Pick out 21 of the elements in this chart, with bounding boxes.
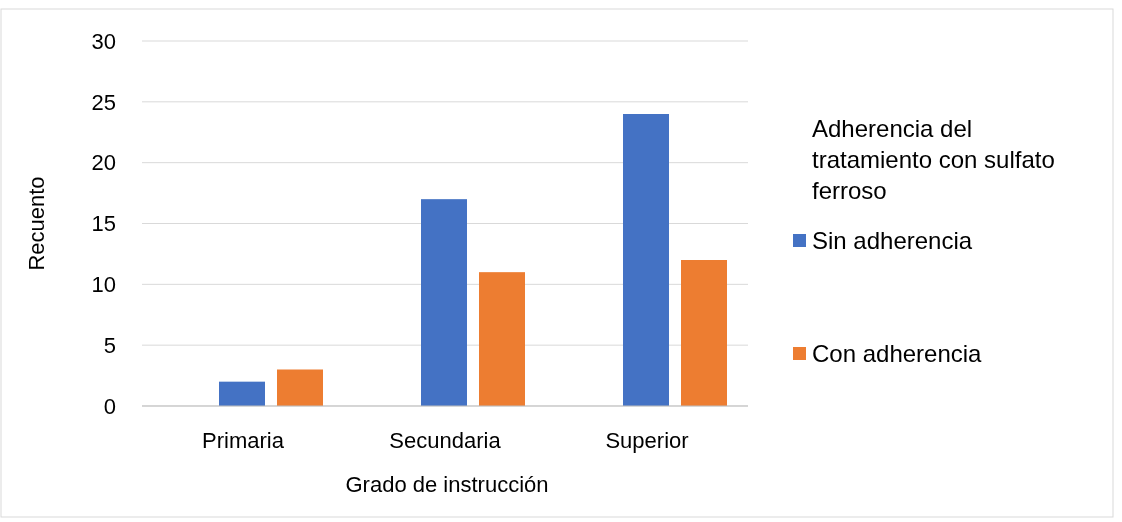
bar [219, 381, 265, 406]
bar [479, 272, 525, 406]
x-tick-label: Secundaria [389, 428, 502, 453]
legend-label: Con adherencia [812, 340, 983, 368]
y-tick-label: 10 [91, 272, 116, 298]
y-tick-label: 30 [91, 28, 116, 54]
y-tick-label: 20 [91, 150, 116, 176]
bar [421, 199, 467, 406]
legend-label: Sin adherencia [812, 227, 973, 255]
bar [623, 114, 669, 406]
y-tick-label: 25 [91, 89, 116, 115]
y-axis-title: Recuento [24, 176, 49, 271]
x-axis-title: Grado de instrucción [345, 472, 549, 497]
y-tick-label: 15 [91, 211, 116, 237]
y-tick-label: 0 [103, 393, 116, 419]
x-tick-label: Primaria [202, 428, 285, 453]
bar [681, 260, 727, 406]
bar [277, 369, 323, 406]
legend-title: Adherencia del tratamiento con sulfato ferroso [812, 115, 1055, 204]
x-tick-label: Superior [605, 428, 689, 453]
y-tick-label: 5 [103, 332, 116, 358]
